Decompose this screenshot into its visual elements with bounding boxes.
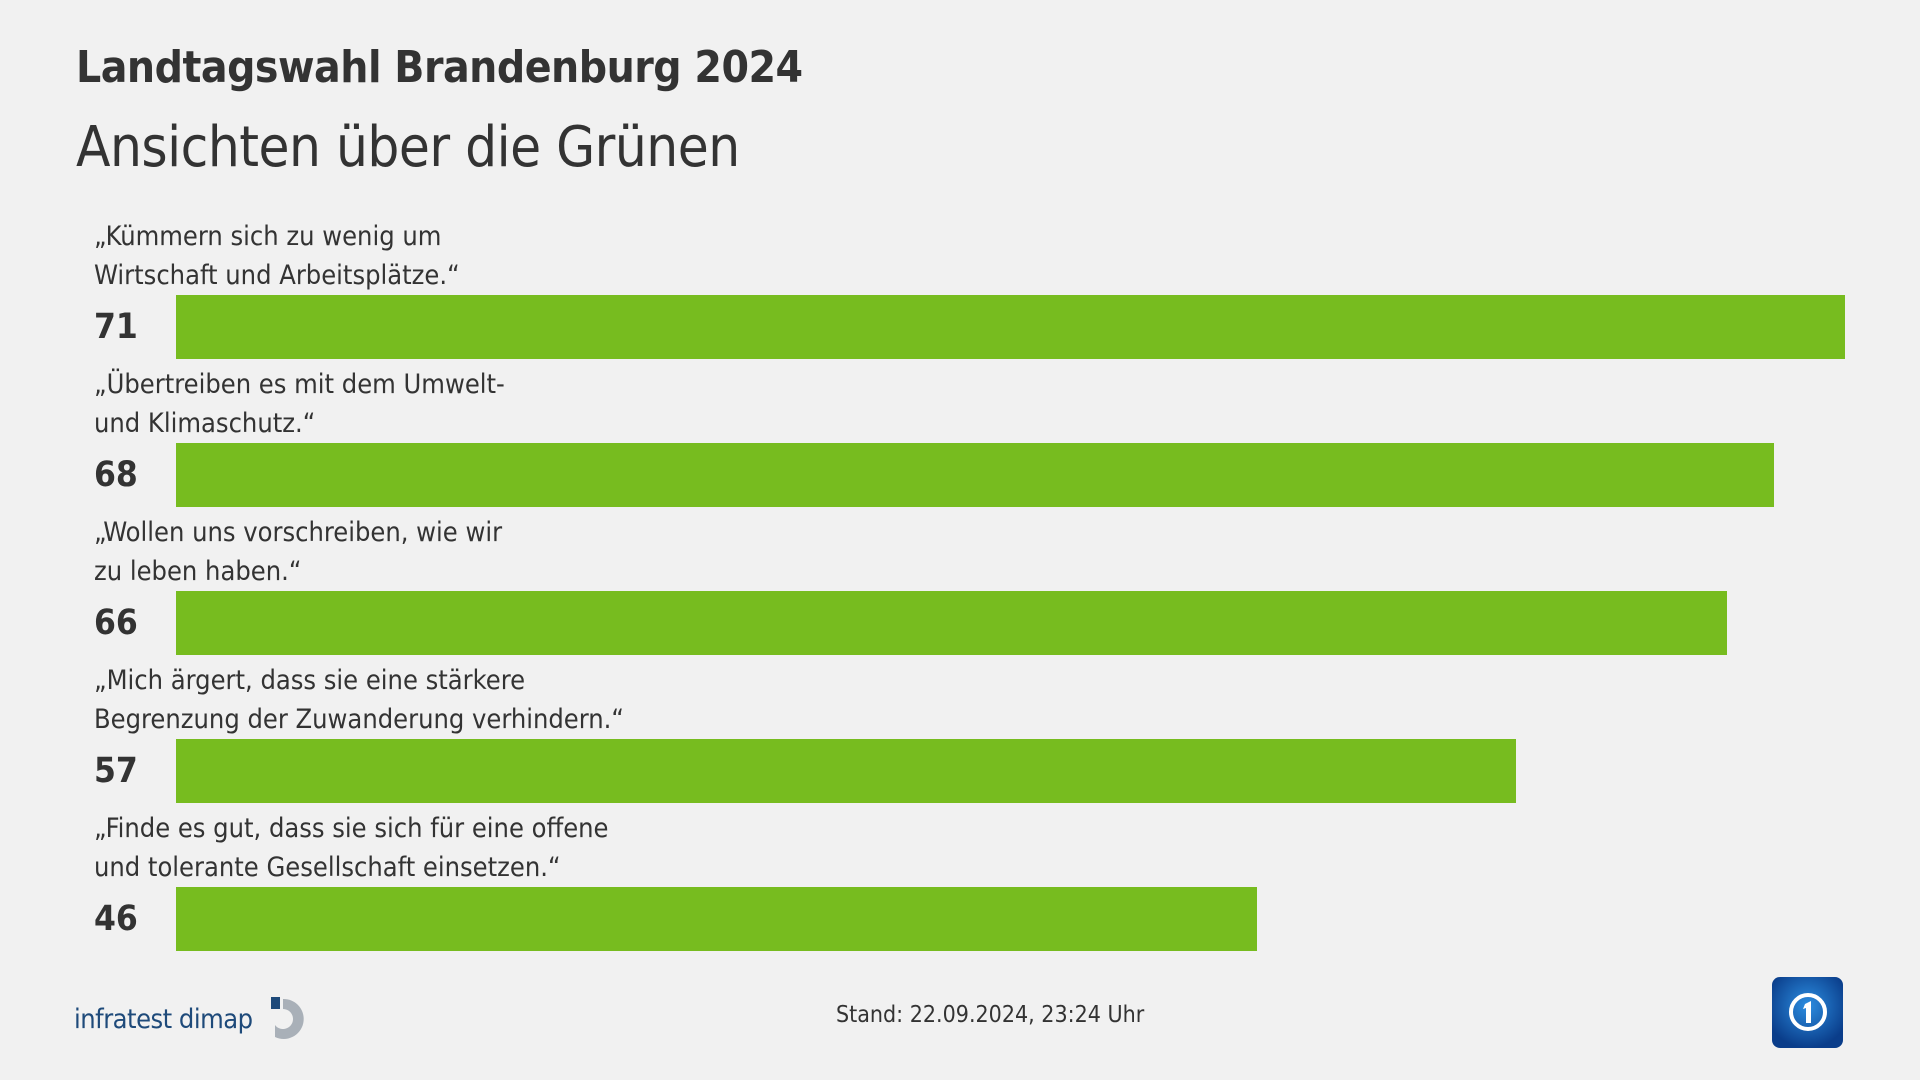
- chart-subtitle: Ansichten über die Grünen: [76, 115, 740, 180]
- source-name: infratest dimap: [74, 1003, 253, 1035]
- bar: [176, 887, 1257, 951]
- bar: [176, 591, 1727, 655]
- value-label: 66: [94, 603, 138, 643]
- value-label: 57: [94, 751, 138, 791]
- category-label: „Finde es gut, dass sie sich für eine of…: [94, 813, 609, 883]
- value-label: 46: [94, 899, 138, 939]
- category-label: „Übertreiben es mit dem Umwelt- und Klim…: [94, 369, 505, 439]
- infratest-logo-icon: [270, 997, 304, 1039]
- source-logo: infratest dimap: [74, 995, 315, 1043]
- bar: [176, 739, 1516, 803]
- bar: [176, 443, 1774, 507]
- value-label: 68: [94, 455, 138, 495]
- category-label: „Mich ärgert, dass sie eine stärkere Beg…: [94, 665, 624, 735]
- bar: [176, 295, 1845, 359]
- value-label: 71: [94, 307, 138, 347]
- chart-title: Landtagswahl Brandenburg 2024: [76, 42, 803, 93]
- category-label: „Wollen uns vorschreiben, wie wir zu leb…: [94, 517, 503, 587]
- ard-logo-icon: [1772, 977, 1843, 1048]
- category-label: „Kümmern sich zu wenig um Wirtschaft und…: [94, 221, 460, 291]
- timestamp: Stand: 22.09.2024, 23:24 Uhr: [836, 1002, 1145, 1028]
